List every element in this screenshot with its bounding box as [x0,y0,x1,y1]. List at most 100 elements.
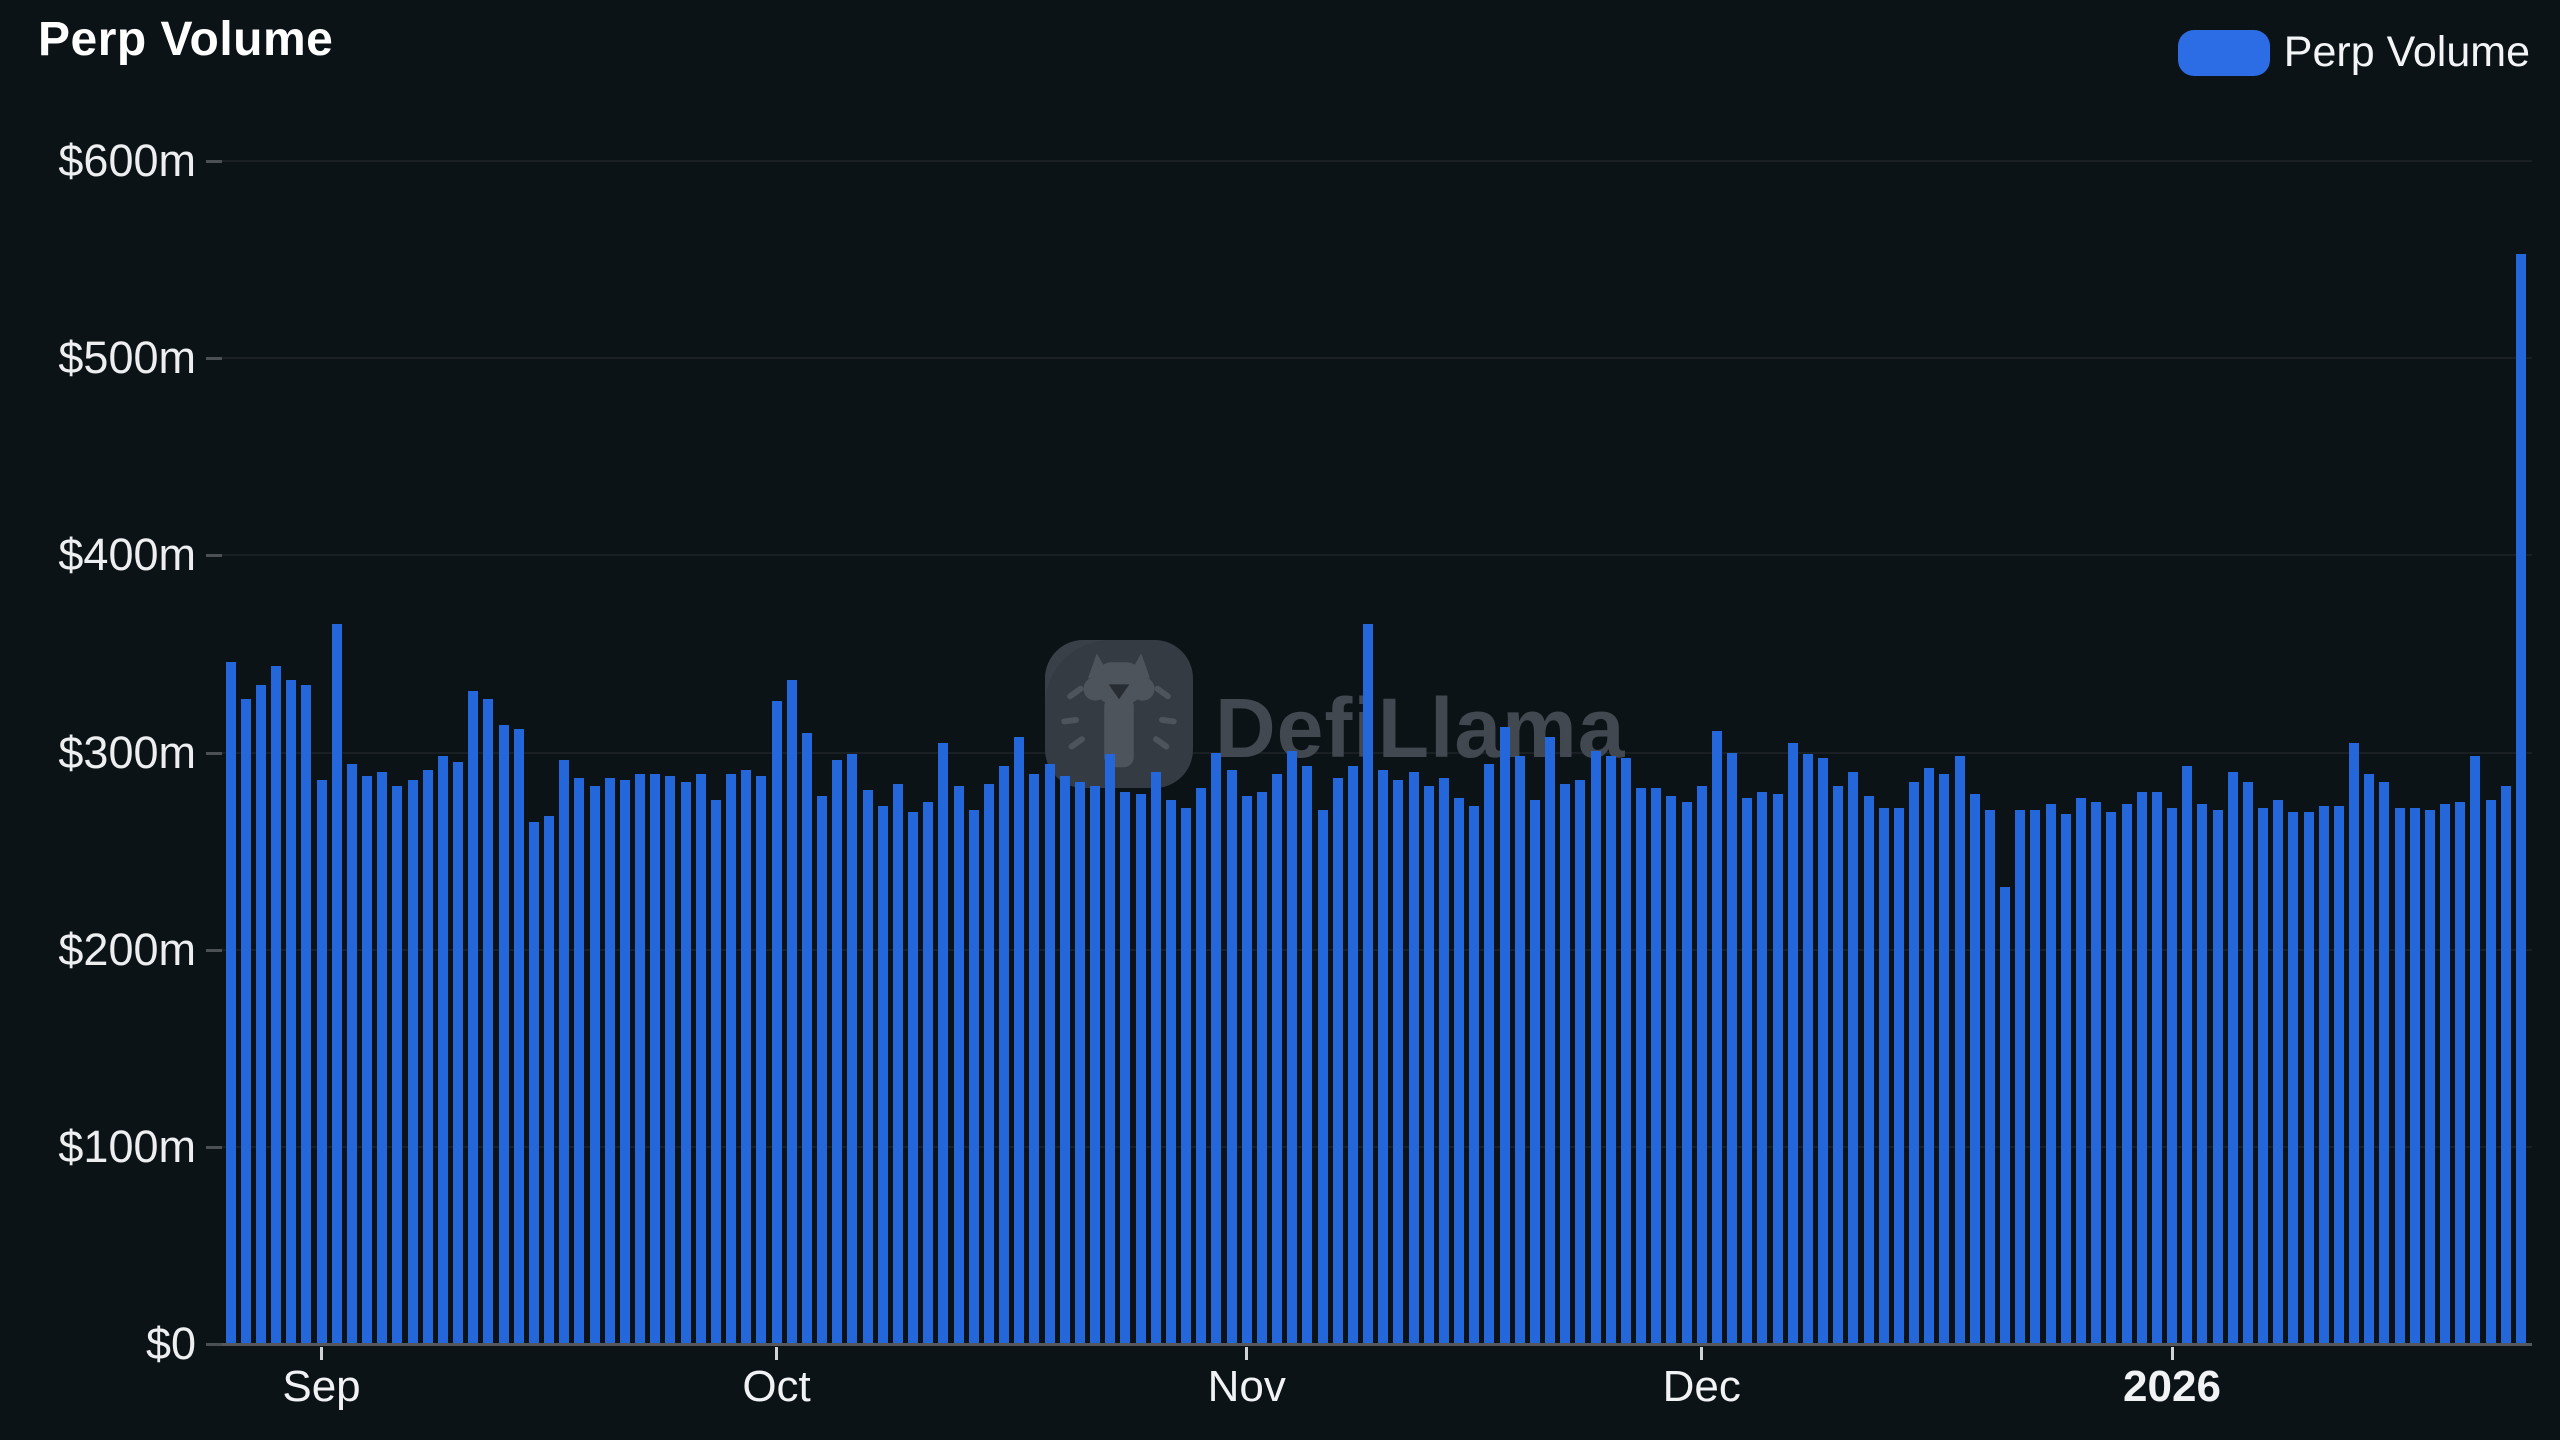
bar[interactable] [2060,813,2071,1344]
bar[interactable] [2485,799,2496,1344]
bar[interactable] [2000,886,2011,1344]
bar[interactable] [1059,776,1070,1344]
bar[interactable] [1090,786,1101,1344]
bar[interactable] [331,624,342,1344]
bar[interactable] [1165,799,1176,1344]
bar[interactable] [2045,803,2056,1344]
bar[interactable] [1317,809,1328,1344]
bar[interactable] [453,762,464,1344]
bar[interactable] [999,766,1010,1344]
bar[interactable] [847,754,858,1344]
bar[interactable] [468,691,479,1344]
bar[interactable] [1833,786,1844,1344]
bar[interactable] [1074,782,1085,1344]
bar[interactable] [1620,758,1631,1344]
bar[interactable] [1711,730,1722,1344]
bar[interactable] [1696,786,1707,1344]
bar[interactable] [2091,801,2102,1344]
bar[interactable] [2455,801,2466,1344]
bar[interactable] [1347,766,1358,1344]
bar[interactable] [1241,795,1252,1344]
bar[interactable] [559,760,570,1344]
bar[interactable] [892,784,903,1344]
legend[interactable]: Perp Volume [2177,28,2530,77]
bar[interactable] [1378,770,1389,1344]
bar[interactable] [1423,786,1434,1344]
bar[interactable] [665,776,676,1344]
bar[interactable] [2440,803,2451,1344]
bar[interactable] [1529,799,1540,1344]
bar[interactable] [392,786,403,1344]
bar[interactable] [1924,768,1935,1344]
bar[interactable] [1590,750,1601,1344]
bar[interactable] [1196,787,1207,1344]
bar[interactable] [422,770,433,1344]
bar[interactable] [1727,752,1738,1344]
bar[interactable] [710,799,721,1344]
bar[interactable] [650,774,661,1344]
bar[interactable] [1575,780,1586,1344]
bar[interactable] [908,811,919,1344]
bar[interactable] [1484,764,1495,1344]
bar[interactable] [832,760,843,1344]
bar[interactable] [1757,791,1768,1344]
bar[interactable] [2364,774,2375,1344]
bar[interactable] [1681,801,1692,1344]
bar[interactable] [1545,736,1556,1344]
bar[interactable] [2409,807,2420,1344]
bar[interactable] [1014,736,1025,1344]
bar[interactable] [1226,770,1237,1344]
bar[interactable] [2197,803,2208,1344]
bar[interactable] [2030,809,2041,1344]
bar[interactable] [2151,791,2162,1344]
bar[interactable] [1909,782,1920,1344]
bar[interactable] [1287,750,1298,1344]
bar[interactable] [877,805,888,1344]
bar[interactable] [2303,811,2314,1344]
bar[interactable] [1120,791,1131,1344]
bar[interactable] [619,780,630,1344]
bar[interactable] [2288,811,2299,1344]
bar[interactable] [968,809,979,1344]
bar[interactable] [1939,774,1950,1344]
bar[interactable] [1332,778,1343,1344]
bar[interactable] [225,661,236,1344]
bar[interactable] [2167,807,2177,1344]
bar[interactable] [801,732,812,1344]
bar[interactable] [1044,764,1055,1344]
bar[interactable] [680,782,691,1344]
bar[interactable] [1029,774,1040,1344]
bar[interactable] [1272,774,1283,1344]
bar[interactable] [1408,772,1419,1344]
bar[interactable] [498,724,509,1344]
bar[interactable] [2349,742,2360,1344]
bar[interactable] [1818,758,1829,1344]
bar[interactable] [1560,784,1571,1344]
bar[interactable] [589,786,600,1344]
bar[interactable] [2121,803,2132,1344]
bar[interactable] [240,699,251,1344]
bar[interactable] [953,786,964,1344]
bar[interactable] [817,795,828,1344]
bar[interactable] [1772,793,1783,1344]
bar[interactable] [2136,791,2147,1344]
bar[interactable] [1150,772,1161,1344]
bar[interactable] [1438,778,1449,1344]
bar[interactable] [1135,793,1146,1344]
bar[interactable] [2500,786,2511,1344]
bar[interactable] [1514,756,1525,1344]
bar[interactable] [2273,799,2284,1344]
bar[interactable] [2075,797,2086,1344]
bar[interactable] [2515,253,2526,1344]
bar[interactable] [1787,742,1798,1344]
bar[interactable] [1636,787,1647,1344]
bar[interactable] [741,770,752,1344]
bar[interactable] [271,665,281,1344]
bar[interactable] [1984,809,1995,1344]
bar[interactable] [1802,754,1813,1344]
bar[interactable] [2333,805,2344,1344]
bar[interactable] [2227,772,2238,1344]
bar[interactable] [528,821,539,1344]
bar[interactable] [1499,726,1510,1344]
bar[interactable] [255,685,266,1344]
